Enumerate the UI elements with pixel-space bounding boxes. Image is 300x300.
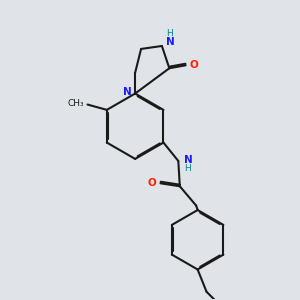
Text: N: N (166, 37, 175, 46)
Text: CH₃: CH₃ (67, 98, 84, 107)
Text: H: H (184, 164, 190, 173)
Text: N: N (184, 154, 192, 164)
Text: H: H (166, 29, 173, 38)
Text: N: N (123, 87, 132, 97)
Text: O: O (147, 178, 156, 188)
Text: O: O (189, 60, 198, 70)
